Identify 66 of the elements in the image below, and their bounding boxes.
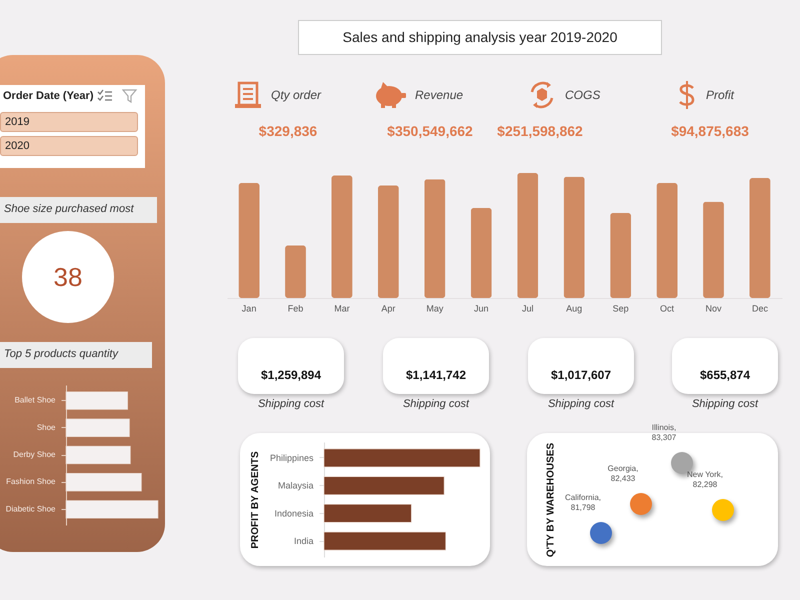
text: Sales and shipping analysis year 2019-2020 [298, 20, 662, 55]
text: Revenue [415, 88, 464, 102]
text: $251,598,862 [497, 123, 583, 139]
y-tick-label: Malaysia [278, 480, 314, 491]
bar [564, 176, 585, 298]
bar [703, 202, 724, 298]
text: Shipping cost [690, 398, 760, 410]
text: Profit [706, 88, 734, 102]
x-tick-label: Nov [705, 304, 722, 314]
text: Shipping cost [546, 398, 616, 410]
y-tick-label: Ballet Shoe [14, 396, 56, 405]
bar [332, 176, 352, 298]
bar [238, 183, 260, 298]
x-tick-label: Mar [334, 304, 350, 314]
bar [656, 183, 678, 298]
bar [324, 448, 480, 468]
text: Illinois, 83,307 [650, 423, 678, 443]
y-tick-label: Derby Shoe [13, 450, 56, 459]
text: 38 [22, 231, 114, 323]
x-tick-label: Apr [381, 304, 396, 314]
text: $94,875,683 [670, 123, 750, 139]
bar [610, 213, 632, 298]
x-tick-label: Jul [522, 304, 534, 314]
bar [470, 208, 492, 298]
text: Shoe size purchased most [0, 197, 157, 223]
bar [324, 504, 412, 523]
bar [378, 186, 399, 298]
text: Q'TY BY WAREHOUSES [546, 442, 558, 560]
x-tick-label: Oct [660, 304, 675, 314]
bar [285, 246, 306, 298]
x-tick-label: Feb [288, 304, 304, 314]
y-tick-label: Indonesia [274, 508, 314, 518]
text: California, 81,798 [564, 493, 602, 513]
x-tick-label: May [426, 304, 444, 314]
text: Qty order [271, 88, 322, 102]
y-tick-label: Philippines [270, 452, 314, 463]
x-tick-label: Dec [752, 304, 768, 314]
text: New York, 82,298 [686, 470, 724, 490]
text: $655,874 [698, 368, 752, 382]
text: Shipping cost [402, 398, 470, 410]
text: Shipping cost [256, 398, 326, 410]
text: COGS [565, 88, 600, 102]
text: $350,549,662 [387, 123, 473, 139]
x-tick-label: Sep [612, 304, 629, 314]
y-axis-title: PROFIT BY AGENTS [250, 451, 261, 549]
bar [324, 532, 446, 550]
text: $1,141,742 [404, 368, 468, 382]
bar [324, 476, 444, 495]
x-tick-label: Jan [242, 304, 256, 314]
chart-title: Top 5 products quantity [0, 342, 152, 368]
y-tick-label: Fashion Shoe [6, 477, 56, 486]
bar [749, 178, 770, 298]
text: $1,017,607 [550, 368, 612, 382]
bar [424, 179, 446, 298]
y-tick-label: India [294, 536, 314, 546]
text: $329,836 [258, 123, 318, 139]
text: Georgia, 82,433 [606, 464, 640, 484]
bar [517, 173, 538, 298]
text: $1,259,894 [260, 368, 322, 382]
y-tick-label: Shoe [36, 422, 56, 432]
text: Order Date (Year) [3, 90, 94, 102]
text: 2019 [0, 112, 138, 132]
x-tick-label: Aug [566, 304, 582, 314]
text: 2020 [0, 136, 138, 156]
x-tick-label: Jun [474, 304, 489, 314]
y-tick-label: Diabetic Shoe [6, 504, 56, 514]
